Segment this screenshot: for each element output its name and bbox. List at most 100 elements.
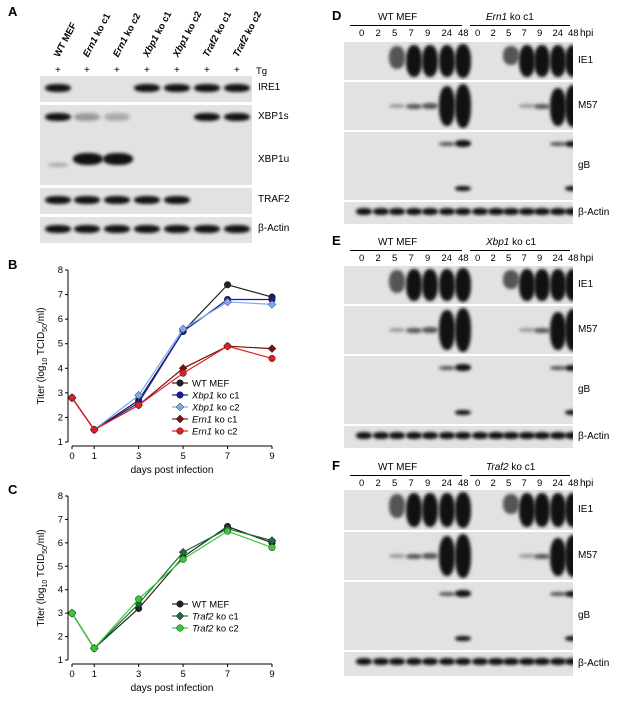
blot-band [356, 208, 372, 215]
series-line [71, 298, 272, 431]
blot-band [534, 493, 550, 527]
blot-band [455, 364, 471, 371]
blot-strip [344, 82, 573, 130]
blot-strip [344, 532, 573, 580]
panel-a-lane-label: Xbp1 ko c2 [171, 10, 204, 59]
blot-strip [344, 266, 573, 304]
blot-band [534, 658, 550, 665]
blot-band [45, 84, 71, 92]
y-tick-label: 5 [58, 339, 63, 350]
blot-row-label: XBP1s [258, 111, 289, 122]
timepoint-label: 0 [475, 478, 481, 489]
blot-row-label: XBP1u [258, 154, 290, 165]
blot-row-label: TRAF2 [258, 194, 290, 205]
blot-band [104, 196, 130, 204]
blot-band [487, 432, 504, 439]
blot-band [565, 658, 573, 665]
blot-band [194, 113, 220, 121]
blot-band [438, 493, 455, 527]
blot-band [73, 153, 103, 165]
timepoint-label: 0 [359, 28, 365, 39]
group-underline [350, 250, 462, 251]
timepoint-label: 9 [537, 478, 543, 489]
blot-band [164, 84, 190, 92]
legend-marker [175, 414, 185, 424]
timepoint-label: 7 [408, 478, 414, 489]
blot-row-label: IRE1 [258, 82, 281, 93]
blot-band [389, 46, 405, 69]
blot-row-label: IE1 [578, 279, 594, 290]
y-tick-label: 7 [58, 514, 63, 525]
timepoint-label: 24 [552, 253, 564, 264]
blot-band [455, 492, 471, 528]
timepoint-label: 5 [392, 28, 398, 39]
blot-band [356, 658, 372, 665]
blot-band [518, 432, 535, 439]
timepoint-label: 48 [568, 478, 579, 489]
blot-band [503, 46, 519, 65]
blot-band [549, 45, 566, 77]
data-point [68, 394, 76, 402]
blot-band [438, 269, 455, 301]
blot-band [518, 493, 535, 527]
x-tick-label: 7 [225, 451, 230, 462]
y-tick-label: 3 [58, 608, 63, 619]
blot-band [565, 535, 573, 577]
panel-a-lane-label: Xbp1 ko c1 [141, 10, 174, 59]
x-tick-label: 0 [69, 451, 74, 462]
timepoint-label: 48 [458, 28, 469, 39]
blot-band [405, 328, 422, 333]
blot-band [45, 113, 71, 121]
blot-strip [40, 76, 252, 102]
blot-strip [344, 202, 573, 224]
blot-band [518, 658, 535, 665]
y-tick-label: 1 [58, 437, 63, 448]
group-gene-name: Xbp1 [486, 237, 510, 248]
blot-band [224, 225, 250, 233]
timepoint-label: 24 [441, 253, 453, 264]
x-axis-label: days post infection [131, 465, 214, 476]
x-axis-label: days post infection [131, 683, 214, 694]
treatment-plus: + [84, 65, 90, 76]
blot-row-label: IE1 [578, 55, 594, 66]
blot-band [472, 432, 488, 439]
data-point [179, 369, 187, 377]
data-point [267, 300, 277, 309]
blot-band [405, 269, 422, 301]
blot-strip [344, 132, 573, 200]
timepoint-label: 24 [552, 478, 564, 489]
blot-band [45, 225, 71, 233]
blot-band [389, 104, 405, 108]
blot-band [372, 432, 389, 439]
blot-band [422, 658, 438, 665]
y-tick-label: 6 [58, 538, 63, 549]
timepoint-label: 9 [425, 253, 431, 264]
group-underline [470, 475, 570, 476]
blot-band [455, 186, 471, 191]
blot-band [549, 88, 566, 126]
lane-clone-name: ko c1 [90, 11, 114, 41]
blot-strip [40, 217, 252, 243]
data-point [178, 324, 188, 334]
blot-strip [344, 306, 573, 354]
blot-band [372, 658, 389, 665]
blot-band [405, 554, 422, 559]
group-clone-name: ko c1 [507, 12, 534, 23]
lane-clone-name: WT MEF [52, 20, 80, 60]
blot-band [518, 45, 535, 77]
blot-band [164, 225, 190, 233]
blot-band [534, 45, 550, 77]
group-gene-name: Ern1 [486, 12, 508, 23]
treatment-plus: + [55, 65, 61, 76]
blot-band [422, 432, 438, 439]
series-line [71, 345, 273, 431]
blot-band [104, 225, 130, 233]
blot-band [565, 636, 573, 641]
treatment-plus: + [204, 65, 210, 76]
blot-band [438, 658, 455, 665]
timepoint-label: 7 [521, 253, 527, 264]
data-point [267, 344, 277, 353]
blot-band [455, 208, 471, 215]
blot-row-label: gB [578, 610, 591, 621]
blot-row-label: β-Actin [578, 207, 610, 218]
